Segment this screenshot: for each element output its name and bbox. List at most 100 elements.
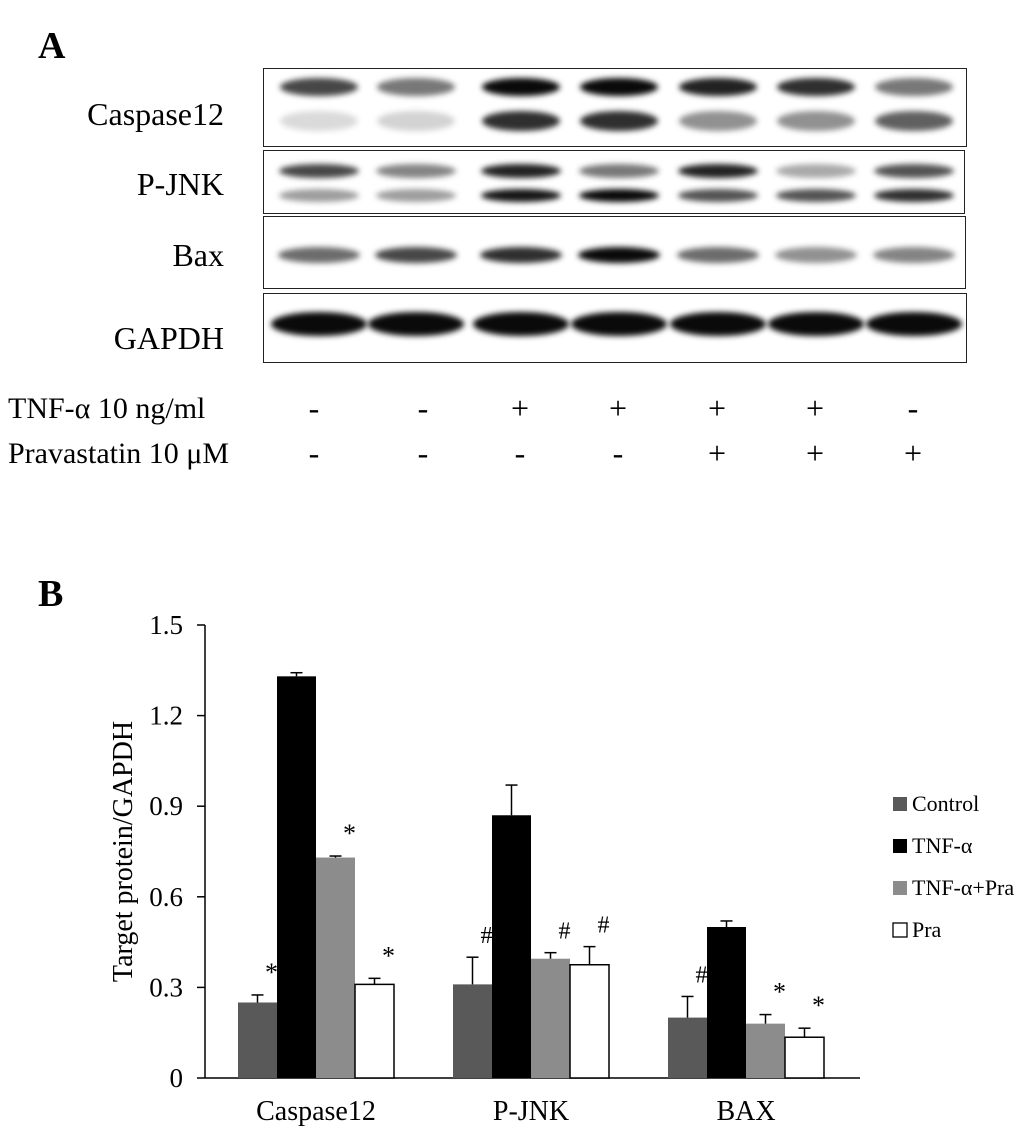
blot-band (376, 188, 456, 202)
blot-band (579, 164, 659, 178)
blot-band (875, 111, 953, 131)
blot-band (776, 164, 856, 178)
blot-band (377, 78, 455, 96)
treatment-sign: - (417, 390, 429, 426)
blot-band (279, 164, 359, 178)
blot-band (777, 78, 855, 96)
legend-swatch (892, 922, 908, 938)
blot-band (580, 111, 658, 131)
bar (453, 984, 492, 1078)
significance-mark: * (812, 991, 825, 1020)
bar (746, 1023, 785, 1078)
significance-mark: * (343, 819, 356, 848)
bar (569, 964, 610, 1079)
blot-band (481, 164, 561, 178)
blot-band (776, 188, 856, 202)
blot-band (874, 188, 954, 202)
blot-band (678, 164, 758, 178)
blot-band (679, 78, 757, 96)
blot-band (481, 188, 561, 202)
legend-label: TNF-α (912, 833, 973, 858)
blot-label-bax: Bax (172, 237, 224, 273)
treatment-sign: + (510, 390, 530, 426)
blot-band (875, 78, 953, 96)
blot-band (278, 247, 360, 263)
blot-band (768, 312, 864, 336)
bar (784, 1036, 825, 1079)
blot-band (874, 164, 954, 178)
blot-band (473, 312, 569, 336)
blot-band (279, 188, 359, 202)
significance-mark: * (265, 958, 278, 987)
treatment-sign: + (805, 435, 825, 471)
blot-band (777, 111, 855, 131)
blot-band (580, 78, 658, 96)
blot-strip-pjnk (263, 150, 965, 214)
blot-band (482, 78, 560, 96)
x-tick-label: P-JNK (493, 1096, 569, 1127)
significance-mark: * (773, 978, 786, 1007)
bar (277, 676, 316, 1078)
y-tick-label: 0.6 (149, 882, 183, 912)
x-tick-label: BAX (716, 1096, 775, 1127)
treatment-sign: - (308, 390, 320, 426)
blot-band (376, 164, 456, 178)
y-tick-label: 0 (170, 1063, 184, 1093)
blot-band (271, 312, 367, 336)
blot-band (480, 247, 562, 263)
y-tick-label: 1.2 (149, 701, 183, 731)
significance-mark: # (696, 962, 708, 988)
blot-label-gapdh: GAPDH (113, 320, 224, 356)
blot-band (375, 247, 457, 263)
legend-swatch (893, 881, 907, 895)
bar (531, 958, 570, 1078)
y-axis-label: Target protein/GAPDH (108, 721, 139, 982)
treatment-sign: + (903, 435, 923, 471)
blot-band (377, 111, 455, 131)
blot-band (579, 188, 659, 202)
blot-band (482, 111, 560, 131)
bar (668, 1017, 707, 1078)
treatment-label-tnf: TNF-α 10 ng/ml (8, 392, 206, 425)
treatment-sign: + (608, 390, 628, 426)
blot-band (670, 312, 766, 336)
blot-strip-gapdh (263, 293, 967, 363)
legend-swatch (893, 839, 907, 853)
x-tick-label: Caspase12 (256, 1096, 376, 1127)
blot-band (677, 247, 759, 263)
y-tick-label: 0.9 (149, 791, 183, 821)
blot-label-pjnk: P-JNK (136, 166, 224, 202)
treatment-sign: + (707, 435, 727, 471)
treatment-sign: - (308, 435, 320, 471)
blot-band (866, 312, 962, 336)
treatment-sign: - (612, 435, 624, 471)
significance-mark: # (598, 913, 610, 939)
legend-label: Control (912, 791, 979, 816)
treatment-sign: + (805, 390, 825, 426)
blot-strip-caspase12 (263, 68, 967, 147)
blot-band (873, 247, 955, 263)
legend-label: Pra (912, 917, 942, 942)
y-tick-label: 0.3 (149, 972, 183, 1002)
blot-band (280, 78, 358, 96)
significance-mark: # (559, 919, 571, 945)
blot-band (368, 312, 464, 336)
blot-strip-bax (263, 216, 966, 289)
y-tick-label: 1.5 (149, 610, 183, 640)
legend-swatch (893, 797, 907, 811)
treatment-sign: - (907, 390, 919, 426)
legend-label: TNF-α+Pra (912, 875, 1014, 900)
blot-label-caspase12: Caspase12 (87, 96, 224, 132)
bar (492, 815, 531, 1078)
blot-band (678, 188, 758, 202)
bar (238, 1002, 277, 1078)
treatment-sign: - (417, 435, 429, 471)
blot-band (775, 247, 857, 263)
bar (316, 857, 355, 1078)
significance-mark: * (382, 941, 395, 970)
significance-mark: # (481, 923, 493, 949)
blot-band (578, 247, 660, 263)
bar (707, 927, 746, 1078)
panel-b-letter: B (38, 573, 64, 615)
